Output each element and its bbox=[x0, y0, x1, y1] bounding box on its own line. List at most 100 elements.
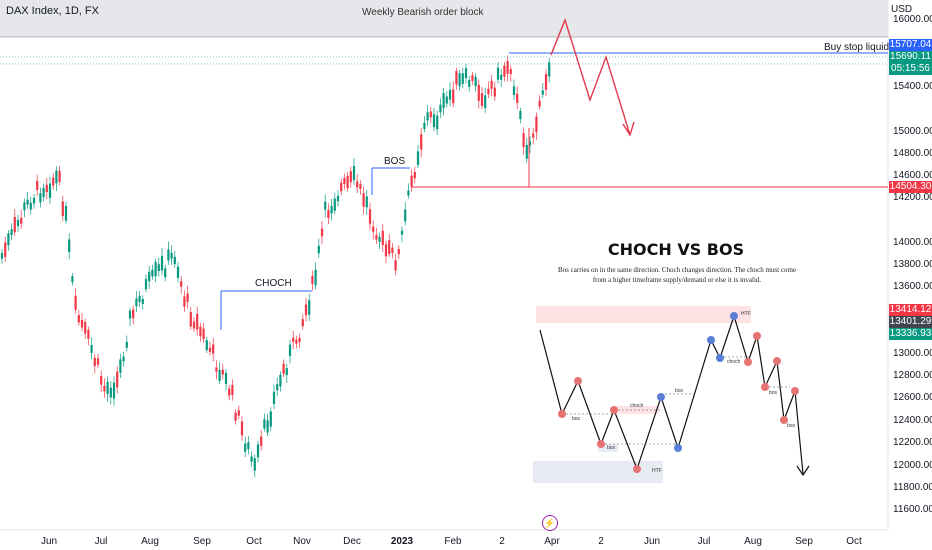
candle-body bbox=[429, 111, 432, 118]
buy-stop-label: Buy stop liquidity bbox=[824, 42, 900, 53]
candle-body bbox=[26, 199, 29, 205]
candle-body bbox=[452, 89, 455, 104]
time-tick-label: Dec bbox=[343, 536, 361, 547]
candle-body bbox=[346, 175, 349, 189]
candle-body bbox=[324, 201, 327, 210]
candle-body bbox=[87, 329, 90, 339]
small-demand-zone bbox=[598, 444, 618, 452]
candle-body bbox=[349, 171, 352, 183]
candle-body bbox=[55, 170, 58, 184]
swing-dot bbox=[610, 406, 618, 414]
education-title: CHOCH VS BOS bbox=[607, 240, 745, 259]
candle-body bbox=[445, 96, 448, 104]
candle-body bbox=[436, 115, 439, 130]
candle-body bbox=[423, 122, 426, 130]
candle-body bbox=[365, 196, 368, 208]
candle-body bbox=[292, 337, 295, 342]
choch-label: CHOCH bbox=[255, 278, 292, 289]
candle-body bbox=[336, 195, 340, 202]
candle-body bbox=[13, 216, 16, 233]
candle-body bbox=[68, 239, 71, 252]
candle-body bbox=[45, 184, 48, 193]
candle-body bbox=[320, 228, 324, 237]
candle-body bbox=[544, 73, 548, 90]
candle-body bbox=[4, 242, 7, 257]
candle-body bbox=[208, 347, 212, 352]
candle-body bbox=[384, 244, 388, 257]
time-tick-label: Jul bbox=[94, 536, 108, 547]
candle-body bbox=[61, 201, 64, 217]
candle-body bbox=[7, 233, 10, 246]
time-tick-label: Aug bbox=[744, 536, 762, 547]
candle-body bbox=[170, 252, 173, 259]
price-badge: 13336.93 bbox=[889, 328, 932, 340]
time-tick-label: Oct bbox=[846, 536, 862, 547]
bos-tag: bos bbox=[572, 416, 581, 422]
swing-dot bbox=[633, 465, 641, 473]
candle-body bbox=[173, 256, 176, 265]
candle-body bbox=[90, 344, 93, 353]
candle-body bbox=[340, 182, 343, 192]
candle-body bbox=[272, 391, 276, 405]
swing-dot bbox=[597, 440, 605, 448]
candle-body bbox=[160, 255, 164, 271]
candle-body bbox=[407, 190, 410, 196]
candle-body bbox=[528, 141, 532, 146]
candle-body bbox=[372, 226, 375, 232]
htf-demand-zone bbox=[533, 461, 663, 483]
candle-body bbox=[39, 193, 42, 203]
candle-body bbox=[122, 356, 125, 362]
candle-body bbox=[244, 443, 247, 452]
bos-tag: bos bbox=[675, 388, 684, 394]
candle-body bbox=[253, 458, 256, 471]
price-tick-label: 13600.00 bbox=[893, 281, 932, 292]
symbol-title[interactable]: DAX Index, 1D, FX bbox=[6, 5, 99, 17]
candle-body bbox=[464, 68, 468, 79]
candle-body bbox=[285, 368, 288, 376]
candle-body bbox=[432, 114, 436, 128]
candle-body bbox=[199, 326, 202, 337]
candle-body bbox=[468, 80, 471, 87]
swing-dot bbox=[657, 393, 665, 401]
candle-body bbox=[263, 419, 266, 429]
candle-body bbox=[20, 217, 23, 224]
candle-body bbox=[48, 183, 52, 198]
candle-body bbox=[448, 89, 452, 100]
projection-arrowhead bbox=[622, 121, 635, 137]
candle-body bbox=[471, 75, 474, 81]
currency-label[interactable]: USD bbox=[891, 4, 913, 15]
bos-label: BOS bbox=[384, 156, 406, 167]
candle-body bbox=[192, 321, 196, 329]
candle-body bbox=[260, 436, 263, 447]
price-tick-label: 11600.00 bbox=[893, 504, 932, 515]
price-tick-label: 15400.00 bbox=[893, 81, 932, 92]
swing-dot bbox=[780, 416, 788, 424]
candle-body bbox=[295, 339, 298, 344]
swing-dot bbox=[674, 444, 682, 452]
candle-body bbox=[416, 151, 420, 165]
candle-body bbox=[330, 205, 333, 214]
candle-body bbox=[109, 387, 112, 398]
candle-body bbox=[154, 262, 157, 277]
bos-tag: bos bbox=[607, 445, 616, 451]
candle-body bbox=[397, 248, 400, 255]
time-tick-label: Jul bbox=[697, 536, 711, 547]
candle-body bbox=[250, 456, 253, 462]
candle-body bbox=[135, 298, 138, 307]
candle-body bbox=[116, 371, 119, 388]
candle-body bbox=[138, 295, 141, 302]
candle-body bbox=[400, 230, 404, 235]
candle-body bbox=[288, 344, 292, 357]
candle-body bbox=[240, 421, 244, 436]
candlestick-series bbox=[0, 55, 551, 478]
candle-body bbox=[266, 420, 269, 433]
lightning-icon[interactable]: ⚡ bbox=[542, 515, 558, 531]
candle-body bbox=[391, 247, 394, 254]
candle-body bbox=[525, 144, 528, 159]
candle-body bbox=[394, 260, 397, 271]
candle-body bbox=[490, 80, 493, 89]
candle-body bbox=[317, 245, 320, 254]
candle-body bbox=[215, 367, 218, 372]
candle-body bbox=[189, 312, 192, 327]
